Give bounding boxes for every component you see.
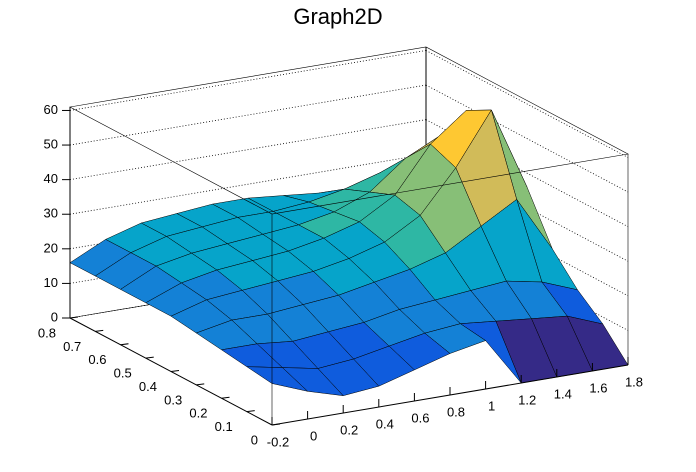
x-tick-label: 0.2 bbox=[340, 422, 358, 437]
grid-line bbox=[425, 84, 629, 193]
surface-cell bbox=[245, 366, 309, 392]
x-tick-label: 0.6 bbox=[411, 410, 429, 425]
grid-line bbox=[425, 119, 629, 227]
y-tick-label: 0.1 bbox=[215, 419, 233, 434]
x-tick-label: 1.2 bbox=[518, 392, 536, 407]
y-tick-label: 0 bbox=[251, 432, 258, 447]
y-tick bbox=[95, 329, 104, 332]
x-tick-label: 1 bbox=[488, 398, 495, 413]
z-tick-label: 0 bbox=[51, 309, 58, 324]
x-tick-label: 1.8 bbox=[625, 374, 643, 389]
z-tick-label: 20 bbox=[44, 240, 58, 255]
y-tick bbox=[69, 316, 79, 319]
chart-title: Graph2D bbox=[293, 4, 382, 29]
grid-line bbox=[425, 50, 629, 158]
grid-line bbox=[69, 119, 427, 181]
x-tick-label: 1.4 bbox=[554, 386, 572, 401]
y-tick bbox=[145, 356, 154, 359]
y-tick bbox=[170, 370, 180, 372]
y-tick-label: 0.4 bbox=[139, 379, 157, 394]
box-top bbox=[69, 46, 629, 215]
y-tick-label: 0.5 bbox=[114, 366, 132, 381]
x-tick-label: -0.2 bbox=[267, 434, 289, 449]
y-tick bbox=[246, 410, 255, 413]
x-tick-label: 1.6 bbox=[589, 380, 607, 395]
z-tick-label: 10 bbox=[44, 275, 58, 290]
y-tick-label: 0.2 bbox=[189, 406, 207, 421]
y-tick-label: 0.8 bbox=[38, 325, 56, 340]
y-tick-label: 0.7 bbox=[63, 339, 81, 354]
y-tick-label: 0.6 bbox=[88, 352, 106, 367]
grid-line bbox=[69, 153, 427, 215]
y-tick bbox=[196, 383, 205, 386]
grid-line bbox=[69, 50, 427, 111]
z-tick-label: 50 bbox=[44, 136, 58, 151]
y-tick bbox=[271, 423, 281, 426]
y-tick bbox=[120, 343, 129, 346]
y-tick bbox=[221, 396, 230, 399]
z-tick-label: 30 bbox=[44, 206, 58, 221]
grid-line bbox=[69, 84, 427, 146]
y-tick-label: 0.3 bbox=[164, 392, 182, 407]
x-tick-label: 0 bbox=[310, 428, 317, 443]
x-tick-label: 0.8 bbox=[447, 404, 465, 419]
x-tick-label: 0.4 bbox=[376, 416, 394, 431]
z-tick-label: 60 bbox=[44, 102, 58, 117]
z-tick-label: 40 bbox=[44, 171, 58, 186]
